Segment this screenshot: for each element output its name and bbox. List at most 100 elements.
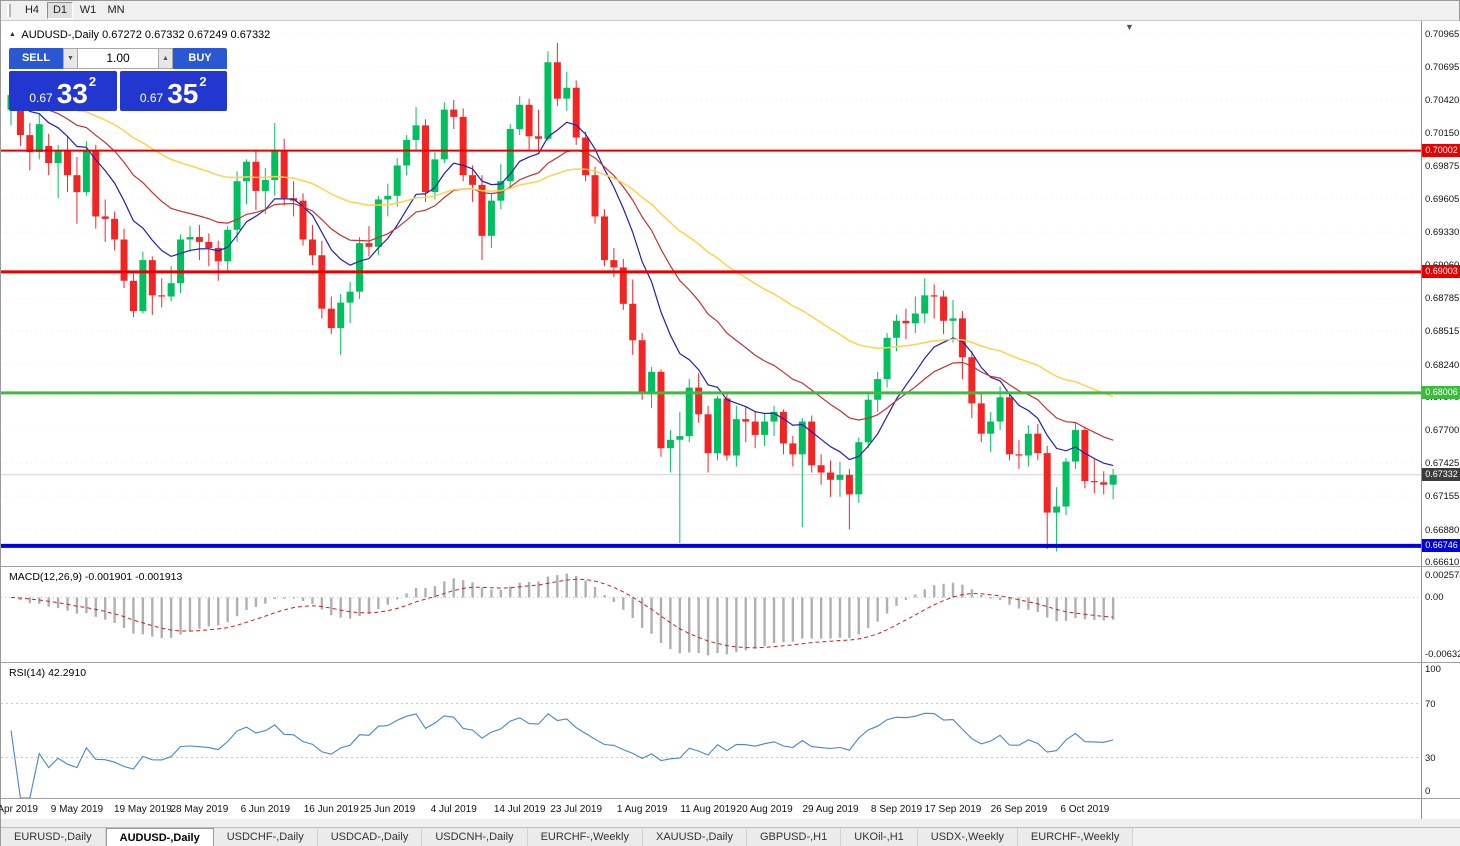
ohlc-values: 0.67272 0.67332 0.67249 0.67332 [102,29,271,41]
price-tick-label: 0.70965 [1425,28,1460,40]
time-axis-label: 11 Aug 2019 [680,804,736,815]
rsi-indicator-canvas[interactable] [1,663,1421,798]
volume-decrease-button[interactable]: ▼ [63,48,78,69]
time-axis-label: 16 Jun 2019 [303,804,359,815]
chart-tab-usdx-weekly[interactable]: USDX-,Weekly [917,828,1018,846]
buy-price-prefix: 0.67 [139,91,164,105]
sell-price-prefix: 0.67 [29,91,53,105]
trade-panel-top-row: SELL ▼ 1.00 ▲ BUY [9,48,227,69]
price-tick-label: 0.69875 [1425,161,1460,173]
sell-button[interactable]: SELL [9,48,63,69]
panel-separator[interactable] [1,798,1460,799]
price-tick-label: 0.66880 [1425,524,1460,536]
sell-price-button[interactable]: 0.67 33 2 [9,71,117,111]
time-axis-label: 9 May 2019 [50,804,104,815]
price-tick-label: 0.67700 [1425,425,1460,437]
chart-tab-eurchf-weekly[interactable]: EURCHF-,Weekly [527,828,643,846]
chart-tab-usdchf-daily[interactable]: USDCHF-,Daily [213,828,318,846]
time-axis-label: 30 Apr 2019 [0,804,38,815]
price-scale: 0.70965 0.70695 0.70420 0.70150 0.69875 0.696… [1422,21,1460,819]
price-tick-label: 0.68785 [1425,293,1460,305]
indicator-scale-label: 0.00 [1425,592,1444,604]
time-axis-label: 1 Aug 2019 [616,804,668,815]
time-axis-label: 23 Jul 2019 [550,804,603,815]
symbol-arrow-icon: ▲ [9,31,16,38]
one-click-trade-panel: SELL ▼ 1.00 ▲ BUY 0.67 33 2 0.67 35 2 [9,48,227,111]
volume-input[interactable]: 1.00 [78,48,158,69]
indicator-scale-label: 0 [1425,786,1431,797]
indicator-scale-label: 70 [1425,698,1436,710]
rsi-label: RSI(14) 42.2910 [9,667,87,679]
price-level-badge: 0.69003 [1422,265,1460,279]
bottom-strip [1,819,1460,827]
time-axis-label: 28 May 2019 [170,804,229,815]
chart-tabs-bar: EURUSD-,Daily AUDUSD-,Daily USDCHF-,Daily U… [1,827,1460,846]
price-tick-label: 0.68240 [1425,359,1460,371]
price-tick-label: 0.68515 [1425,326,1460,338]
timeframe-button-h4[interactable]: H4 [24,4,40,16]
chart-tab-gbpusd-h1[interactable]: GBPUSD-,H1 [747,828,842,846]
volume-increase-button[interactable]: ▲ [158,48,173,69]
price-tick-label: 0.66610 [1425,557,1460,569]
time-axis-label: 14 Jul 2019 [493,804,546,815]
timeframe-button-mn[interactable]: MN [107,4,125,16]
price-tick-label: 0.70695 [1425,61,1460,73]
trade-panel-price-row: 0.67 33 2 0.67 35 2 [9,71,227,111]
chart-tab-xauusd-daily[interactable]: XAUUSD-,Daily [642,828,747,846]
price-chart-canvas[interactable] [1,21,1421,566]
chart-tab-usdcnh-daily[interactable]: USDCNH-,Daily [422,828,528,846]
macd-indicator-canvas[interactable] [1,567,1421,662]
price-tick-label: 0.70420 [1425,94,1460,106]
time-axis-label: 6 Oct 2019 [1060,804,1110,815]
timeframe-toolbar: H4 D1 W1 MN [1,1,1459,21]
buy-price-pipette: 2 [199,74,207,89]
chart-tab-audusd-daily[interactable]: AUDUSD-,Daily [105,828,214,846]
time-axis-label: 29 Aug 2019 [802,804,859,815]
indicator-scale-label: -0.006326 [1425,649,1460,660]
time-axis-label: 6 Jun 2019 [240,804,291,815]
ma-slow-yellow [10,94,1114,398]
buy-button[interactable]: BUY [173,48,227,69]
rsi-line [10,712,1114,798]
time-axis-label: 8 Sep 2019 [870,804,923,815]
sell-price-big-digits: 33 [56,78,88,109]
timeframe-button-w1[interactable]: W1 [79,4,97,16]
symbol-name: AUDUSD-,Daily [21,29,100,41]
chart-tab-eurusd-daily[interactable]: EURUSD-,Daily [1,828,106,846]
chart-shift-marker-icon[interactable]: ▼ [1125,22,1134,32]
time-axis-label: 20 Aug 2019 [736,804,793,815]
indicator-scale-label: 30 [1425,752,1436,764]
indicator-scale-label: 100 [1425,664,1441,675]
price-tick-label: 0.70150 [1425,127,1460,139]
time-axis-label: 25 Jun 2019 [360,804,416,815]
chart-tab-usdcad-daily[interactable]: USDCAD-,Daily [317,828,423,846]
candles [7,42,1117,552]
macd-label: MACD(12,26,9) -0.001901 -0.001913 [9,571,183,583]
sell-price-pipette: 2 [88,74,97,89]
panel-separator[interactable] [1,662,1460,663]
price-tick-label: 0.67155 [1425,491,1460,503]
chart-title: ▲ AUDUSD-,Daily 0.67272 0.67332 0.67249 … [9,29,270,41]
macd-signal-line [10,578,1114,649]
toolbar-grip[interactable] [7,4,11,17]
price-level-badge: 0.68006 [1422,386,1460,400]
buy-price-big-digits: 35 [167,78,199,109]
timeframe-button-d1[interactable]: D1 [47,2,73,19]
price-level-badge: 0.70002 [1422,144,1460,158]
time-axis-label: 4 Jul 2019 [430,804,477,815]
time-axis-label: 17 Sep 2019 [924,804,982,815]
price-tick-label: 0.67425 [1425,458,1460,470]
time-axis-label: 26 Sep 2019 [990,804,1048,815]
price-level-badge: 0.66746 [1422,539,1460,553]
time-axis-label: 19 May 2019 [113,804,172,815]
chart-tab-ukoil-h1[interactable]: UKOil-,H1 [841,828,918,846]
chart-tab-eurchf-weekly[interactable]: EURCHF-,Weekly [1017,828,1134,846]
indicator-scale-label: 0.002574 [1425,570,1460,581]
ma-fast-blue [10,94,1114,466]
panel-separator[interactable] [1,566,1460,567]
ma-mid-red [10,94,1114,441]
buy-price-button[interactable]: 0.67 35 2 [119,71,227,111]
